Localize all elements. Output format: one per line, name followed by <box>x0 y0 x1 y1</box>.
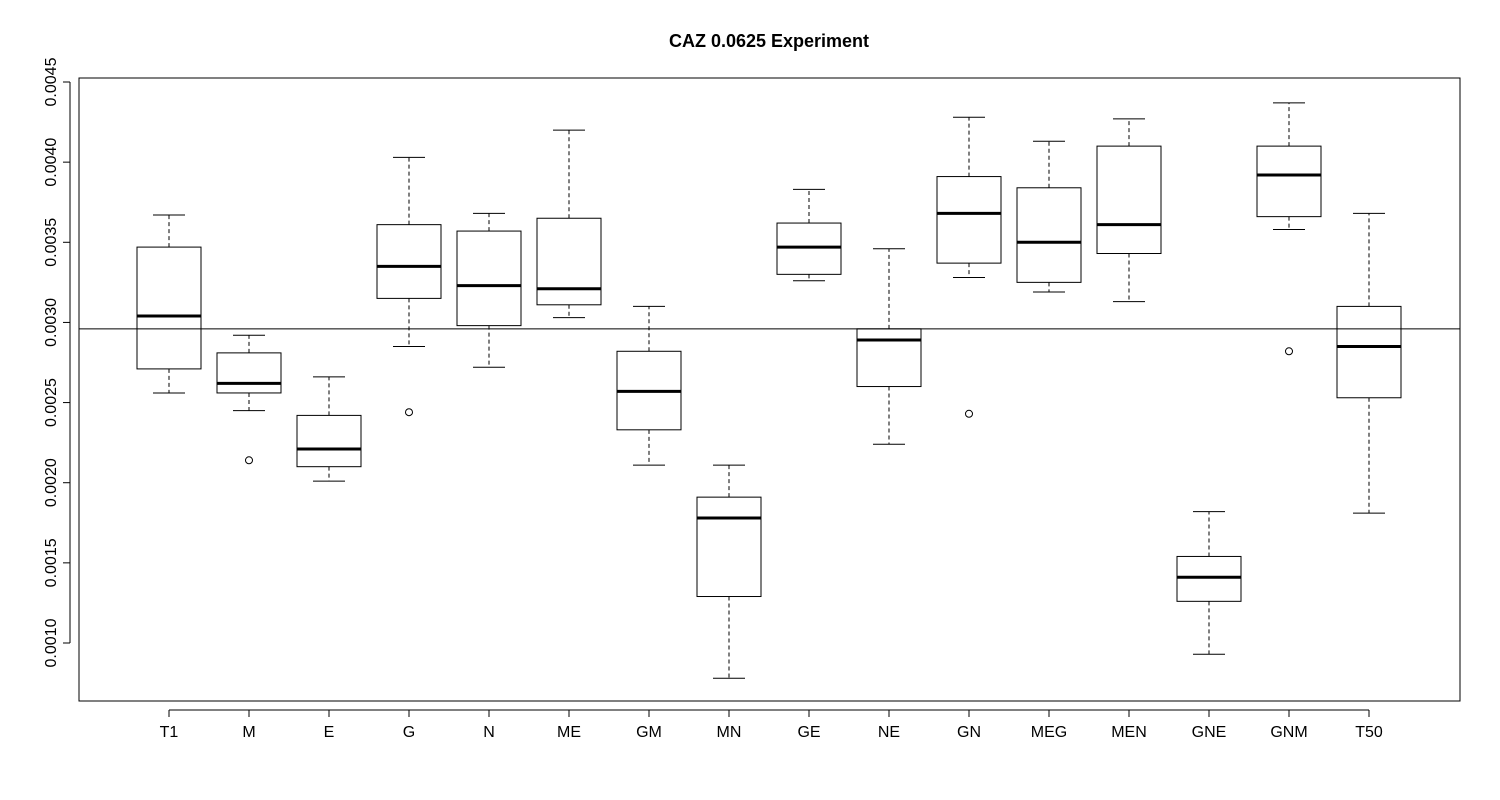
x-tick-label: MEN <box>1111 724 1147 741</box>
box-gne <box>1176 511 1242 655</box>
x-tick-label: GE <box>797 724 820 741</box>
iqr-box <box>1016 187 1082 283</box>
iqr-box <box>696 496 762 598</box>
x-tick-label: GM <box>636 724 662 741</box>
iqr-box <box>1096 145 1162 255</box>
x-tick-label: MN <box>717 724 742 741</box>
box-t50 <box>1336 212 1402 514</box>
boxes-group <box>136 102 1402 679</box>
x-tick-label: ME <box>557 724 581 741</box>
x-tick-label: NE <box>878 724 900 741</box>
box-ge <box>776 188 842 282</box>
x-tick-label: M <box>242 724 255 741</box>
outlier-point <box>965 409 973 418</box>
y-tick-label: 0.0040 <box>43 138 60 187</box>
box-mn <box>696 464 762 679</box>
box-gn <box>936 116 1002 418</box>
y-axis: 0.0010 0.0015 0.0020 0.0025 0.0030 0.0035 0.00… <box>43 57 71 667</box>
y-tick-label: 0.0025 <box>43 378 60 427</box>
y-tick-label: 0.0035 <box>43 218 60 267</box>
box-men <box>1096 118 1162 303</box>
box-e <box>296 376 362 482</box>
x-tick-label: T50 <box>1355 724 1383 741</box>
x-tick-label: MEG <box>1031 724 1067 741</box>
iqr-box <box>456 230 522 327</box>
box-ne <box>856 248 922 445</box>
x-tick-label: GN <box>957 724 981 741</box>
x-tick-label: E <box>324 724 335 741</box>
x-tick-label: T1 <box>160 724 179 741</box>
iqr-box <box>936 176 1002 264</box>
x-tick-label: G <box>403 724 415 741</box>
box-n <box>456 212 522 368</box>
outlier-point <box>245 456 253 465</box>
outlier-point <box>405 408 413 417</box>
iqr-box <box>856 328 922 388</box>
iqr-box <box>216 352 282 394</box>
box-t1 <box>136 214 202 394</box>
box-g <box>376 156 442 417</box>
box-gnm <box>1256 102 1322 356</box>
iqr-box <box>1176 555 1242 602</box>
iqr-box <box>376 224 442 299</box>
box-gm <box>616 305 682 466</box>
iqr-box <box>536 217 602 306</box>
y-tick-label: 0.0010 <box>43 618 60 667</box>
iqr-box <box>1336 305 1402 399</box>
iqr-box <box>776 222 842 275</box>
x-tick-label: GNM <box>1270 724 1307 741</box>
y-tick-label: 0.0015 <box>43 538 60 587</box>
x-axis: T1 M E G N ME GM MN GE NE GN MEG MEN GNE GNM T50 <box>160 709 1383 741</box>
x-tick-label: GNE <box>1192 724 1227 741</box>
outlier-point <box>1285 347 1293 356</box>
y-tick-label: 0.0030 <box>43 298 60 347</box>
x-tick-label: N <box>483 724 495 741</box>
box-meg <box>1016 140 1082 293</box>
plot-frame <box>78 77 1461 702</box>
box-m <box>216 334 282 465</box>
box-me <box>536 129 602 319</box>
iqr-box <box>296 414 362 468</box>
y-tick-label: 0.0045 <box>43 57 60 106</box>
y-tick-label: 0.0020 <box>43 458 60 507</box>
chart-title: CAZ 0.0625 Experiment <box>669 31 869 51</box>
iqr-box <box>136 246 202 370</box>
iqr-box <box>1256 145 1322 218</box>
